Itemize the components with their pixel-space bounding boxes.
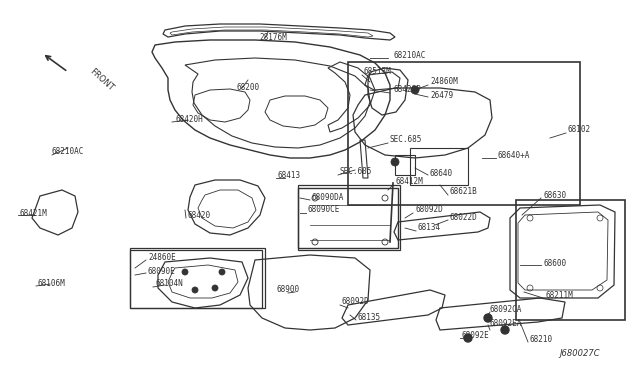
Text: 68090DA: 68090DA [312, 192, 344, 202]
Text: 68900: 68900 [276, 285, 300, 295]
Text: 68092D: 68092D [342, 298, 370, 307]
Text: 68640: 68640 [430, 169, 453, 177]
Text: 68092D: 68092D [415, 205, 443, 215]
Text: 68092EA: 68092EA [490, 318, 522, 327]
Bar [516, 200, 625, 320]
Circle shape [484, 314, 492, 322]
Bar [348, 62, 580, 205]
Circle shape [182, 269, 188, 275]
Text: 24860E: 24860E [148, 253, 176, 263]
Circle shape [501, 326, 509, 334]
Text: 68420H: 68420H [175, 115, 203, 125]
Text: 68090E: 68090E [148, 266, 176, 276]
Circle shape [391, 158, 399, 166]
Circle shape [411, 86, 419, 94]
Text: FRONT: FRONT [88, 67, 115, 93]
Text: 68420: 68420 [188, 211, 211, 219]
Text: SEC.685: SEC.685 [390, 135, 422, 144]
Text: 68630: 68630 [543, 190, 566, 199]
Circle shape [219, 269, 225, 275]
Text: 68211M: 68211M [545, 292, 573, 301]
Text: 68210AC: 68210AC [393, 51, 426, 60]
Text: 28176M: 28176M [259, 33, 287, 42]
Text: 68640+A: 68640+A [498, 151, 531, 160]
Text: 68135: 68135 [358, 314, 381, 323]
Text: 68134: 68134 [418, 224, 441, 232]
Text: 68210: 68210 [530, 336, 553, 344]
Text: 68022D: 68022D [450, 214, 477, 222]
Text: 68090CE: 68090CE [308, 205, 340, 215]
Text: 68600: 68600 [543, 259, 566, 267]
Text: 68092E: 68092E [462, 331, 490, 340]
Text: 68420P: 68420P [393, 86, 420, 94]
Text: 26479: 26479 [430, 90, 453, 99]
Text: 68421M: 68421M [20, 208, 48, 218]
Text: SEC.685: SEC.685 [340, 167, 372, 176]
Text: 68102: 68102 [568, 125, 591, 135]
Text: 68210AC: 68210AC [52, 148, 84, 157]
Circle shape [464, 334, 472, 342]
Text: 68412M: 68412M [395, 177, 423, 186]
Circle shape [212, 285, 218, 291]
Bar [130, 248, 265, 308]
Text: 68200: 68200 [236, 83, 260, 93]
Text: 68104N: 68104N [155, 279, 183, 289]
Text: 68413: 68413 [278, 170, 301, 180]
Text: 68092CA: 68092CA [490, 305, 522, 314]
Text: 68621B: 68621B [450, 187, 477, 196]
Bar [298, 185, 400, 250]
Text: 68513M: 68513M [364, 67, 392, 77]
Text: J680027C: J680027C [559, 349, 600, 358]
Text: 68106M: 68106M [38, 279, 66, 289]
Circle shape [192, 287, 198, 293]
Text: 24860M: 24860M [430, 77, 458, 87]
